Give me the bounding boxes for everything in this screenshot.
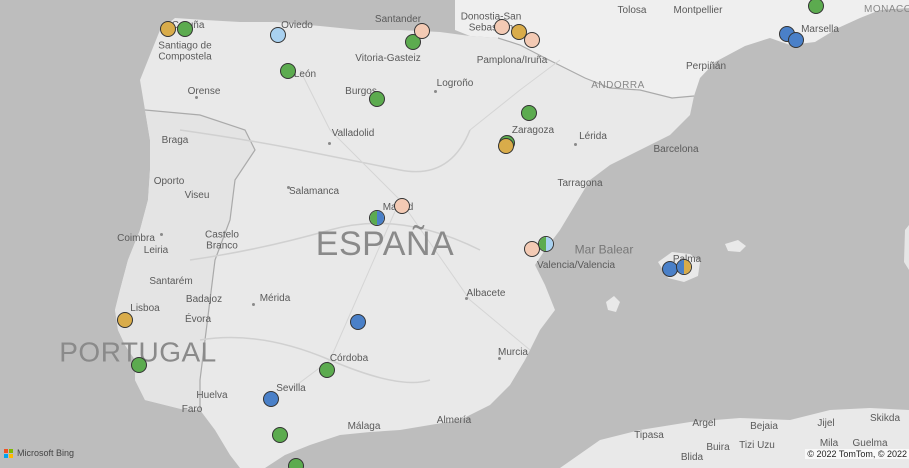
map-marker-marsella-b[interactable] bbox=[788, 32, 804, 48]
map-marker-coruna-a[interactable] bbox=[160, 21, 176, 37]
city-label: Murcia bbox=[497, 346, 529, 358]
city-label: Tolosa bbox=[617, 4, 647, 16]
city-dot bbox=[160, 233, 163, 236]
map-marker-santander-b[interactable] bbox=[414, 23, 430, 39]
city-label: Barcelona bbox=[653, 143, 699, 155]
city-label: Montpellier bbox=[673, 4, 723, 16]
city-label: Oviedo bbox=[281, 19, 313, 31]
city-label: Viseu bbox=[184, 189, 210, 201]
sea-label-mar-balear: Mar Balear bbox=[574, 242, 634, 257]
city-label: Almería bbox=[436, 414, 472, 426]
map-marker-setubal[interactable] bbox=[131, 357, 147, 373]
city-label: Évora bbox=[184, 313, 212, 325]
city-label: Logroño bbox=[436, 77, 474, 89]
bing-logo-text: Microsoft Bing bbox=[17, 448, 75, 458]
city-label: Orense bbox=[187, 85, 221, 97]
city-label: Santander bbox=[374, 13, 422, 25]
city-label: Coimbra bbox=[117, 232, 155, 244]
map-copyright: © 2022 TomTom, © 2022 bbox=[805, 449, 909, 459]
city-label: Mérida bbox=[259, 292, 291, 304]
city-label: Marsella bbox=[801, 23, 839, 35]
city-label: Zaragoza bbox=[511, 124, 555, 136]
city-label: Tarragona bbox=[557, 177, 603, 189]
city-label: Braga bbox=[161, 134, 189, 146]
city-label: Mila bbox=[819, 437, 839, 449]
map-marker-leon[interactable] bbox=[280, 63, 296, 79]
microsoft-logo-icon bbox=[4, 448, 13, 458]
map-marker-palma-b[interactable] bbox=[676, 259, 692, 275]
city-label: Santarém bbox=[149, 275, 193, 287]
map-marker-valencia-b[interactable] bbox=[538, 236, 554, 252]
city-label: Faro bbox=[181, 403, 203, 415]
city-label: Sevilla bbox=[276, 382, 306, 394]
map-marker-oviedo[interactable] bbox=[270, 27, 286, 43]
city-label: Tipasa bbox=[634, 429, 664, 441]
city-label: Lérida bbox=[579, 130, 607, 142]
city-label: León bbox=[293, 68, 317, 80]
city-label: Castelo Branco bbox=[205, 229, 239, 251]
city-label: Pamplona/Iruña bbox=[476, 54, 548, 66]
bing-logo: Microsoft Bing bbox=[4, 448, 74, 458]
city-label: Albacete bbox=[466, 287, 506, 299]
city-label: Santiago de Compostela bbox=[158, 40, 212, 62]
map-marker-madrid-west[interactable] bbox=[369, 210, 385, 226]
map-marker-cordoba[interactable] bbox=[319, 362, 335, 378]
city-dot bbox=[465, 297, 468, 300]
city-label: Guelma bbox=[852, 437, 888, 449]
city-dot bbox=[328, 142, 331, 145]
map-marker-france-coast[interactable] bbox=[808, 0, 824, 14]
city-label: Perpiñán bbox=[685, 60, 727, 72]
city-label: Donostia-San Sebastián bbox=[460, 11, 522, 33]
city-label: Vitoria-Gasteiz bbox=[355, 52, 421, 64]
city-label: Oporto bbox=[153, 175, 185, 187]
map-marker-extremadura[interactable] bbox=[350, 314, 366, 330]
map-marker-cadiz[interactable] bbox=[272, 427, 288, 443]
city-label: Valladolid bbox=[331, 127, 375, 139]
country-label-spain: ESPAÑA bbox=[315, 225, 455, 264]
city-label: Lisboa bbox=[130, 302, 160, 314]
city-label: Córdoba bbox=[329, 352, 369, 364]
city-dot bbox=[252, 303, 255, 306]
map-marker-madrid[interactable] bbox=[394, 198, 410, 214]
map-marker-aragon-north[interactable] bbox=[521, 105, 537, 121]
city-label: Skikda bbox=[869, 412, 901, 424]
city-label: Huelva bbox=[196, 389, 228, 401]
city-label: Jijel bbox=[817, 417, 835, 429]
city-label: Argel bbox=[692, 417, 716, 429]
map-marker-sansebastian-b[interactable] bbox=[511, 24, 527, 40]
city-label: Badajoz bbox=[185, 293, 223, 305]
city-label: Burgos bbox=[345, 85, 377, 97]
city-dot bbox=[287, 186, 290, 189]
city-label: Málaga bbox=[347, 420, 381, 432]
city-label: Salamanca bbox=[288, 185, 340, 197]
map-marker-coruna-b[interactable] bbox=[177, 21, 193, 37]
city-label: Leiria bbox=[143, 244, 169, 256]
city-label: Buira bbox=[706, 441, 730, 453]
city-label: Tizi Uzu bbox=[739, 439, 775, 451]
city-dot bbox=[195, 96, 198, 99]
city-label: Bejaia bbox=[750, 420, 778, 432]
map-marker-zaragoza-b[interactable] bbox=[498, 138, 514, 154]
map-marker-santander-a[interactable] bbox=[405, 34, 421, 50]
city-label: Valencia/Valencia bbox=[536, 259, 616, 271]
map-marker-south-edge[interactable] bbox=[288, 458, 304, 468]
city-label: Blida bbox=[680, 451, 704, 463]
map-marker-sansebastian-a[interactable] bbox=[494, 19, 510, 35]
map-marker-burgos[interactable] bbox=[369, 91, 385, 107]
city-dot bbox=[498, 357, 501, 360]
map-marker-lisboa[interactable] bbox=[117, 312, 133, 328]
city-dot bbox=[434, 90, 437, 93]
city-dot bbox=[574, 143, 577, 146]
region-label-monaco: MONACO bbox=[864, 3, 909, 15]
map-marker-sevilla[interactable] bbox=[263, 391, 279, 407]
map-marker-sansebastian-c[interactable] bbox=[524, 32, 540, 48]
region-label-andorra: ANDORRA bbox=[591, 79, 645, 91]
